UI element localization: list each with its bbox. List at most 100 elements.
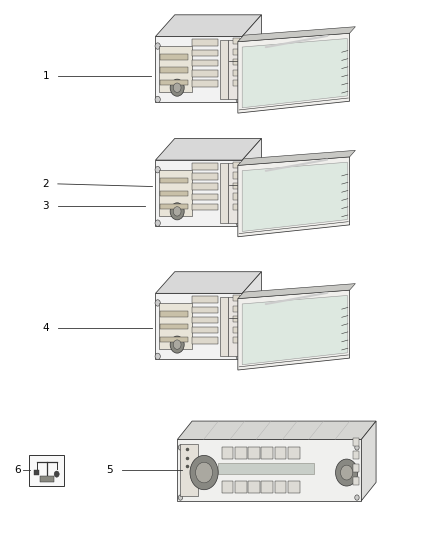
Circle shape [236,43,241,49]
Bar [192,183,218,190]
Circle shape [190,455,218,490]
Polygon shape [238,150,355,165]
Circle shape [170,336,184,353]
Circle shape [236,300,241,306]
Circle shape [236,353,241,360]
FancyBboxPatch shape [29,455,64,486]
Circle shape [196,462,212,483]
Circle shape [155,43,160,49]
Bar [233,49,240,55]
Polygon shape [155,160,242,226]
Bar [218,463,314,474]
Bar [248,481,260,494]
Bar [192,80,218,87]
Bar [228,297,242,356]
Bar [233,337,240,343]
Bar [192,60,218,67]
Bar [248,447,260,459]
Bar [233,183,240,189]
Bar [233,295,240,301]
Circle shape [173,83,181,92]
Circle shape [236,166,241,173]
Bar [228,164,242,222]
Bar [160,191,188,196]
Text: 2: 2 [42,179,49,189]
Bar [233,70,240,76]
Polygon shape [238,284,355,298]
Polygon shape [242,295,347,365]
Text: 6: 6 [14,465,21,475]
Polygon shape [242,162,347,231]
Polygon shape [238,27,355,42]
Bar [288,481,300,494]
Bar [160,337,188,342]
Polygon shape [238,290,350,370]
Bar [34,470,39,475]
Bar [192,337,218,344]
Text: 1: 1 [42,71,49,80]
Circle shape [178,445,183,450]
Bar [261,447,273,459]
Polygon shape [361,421,376,501]
Circle shape [340,465,353,480]
Bar [233,193,240,200]
Bar [275,481,286,494]
Polygon shape [242,38,347,108]
Bar [160,54,188,60]
Bar [160,80,188,85]
Text: 5: 5 [106,465,113,475]
Polygon shape [155,36,242,102]
Circle shape [178,495,183,500]
Bar [233,327,240,333]
Bar [160,178,188,183]
Circle shape [155,220,160,227]
Bar [235,447,247,459]
Bar [233,305,240,312]
Text: 3: 3 [42,201,49,211]
Bar [192,327,218,334]
Bar [288,447,300,459]
Bar [222,447,233,459]
Circle shape [355,445,359,450]
Bar [353,477,359,485]
Bar [220,164,228,222]
Polygon shape [155,272,261,293]
Bar [233,172,240,179]
Polygon shape [242,15,261,102]
Bar [192,163,218,169]
Bar [192,193,218,200]
Bar [222,481,233,494]
Bar [192,317,218,324]
Bar [192,50,218,56]
Bar [353,439,359,447]
Bar [261,481,273,494]
Bar [192,70,218,77]
Bar [160,324,188,329]
Polygon shape [238,157,350,237]
Circle shape [336,459,358,486]
Bar [233,204,240,210]
Polygon shape [238,33,350,113]
Bar [192,204,218,211]
Bar [233,59,240,66]
Polygon shape [155,15,261,36]
Bar [192,39,218,46]
Bar [159,170,192,216]
Polygon shape [155,139,261,160]
Polygon shape [242,139,261,226]
Bar [275,447,286,459]
Circle shape [155,300,160,306]
Circle shape [236,96,241,103]
Bar [160,204,188,209]
Bar [233,80,240,86]
Circle shape [170,203,184,220]
Text: 4: 4 [42,323,49,333]
Bar [220,297,228,356]
Polygon shape [177,421,376,439]
Circle shape [173,207,181,216]
Circle shape [170,79,184,96]
Bar [159,46,192,92]
Circle shape [155,353,160,360]
Polygon shape [155,293,242,359]
Bar [192,306,218,313]
